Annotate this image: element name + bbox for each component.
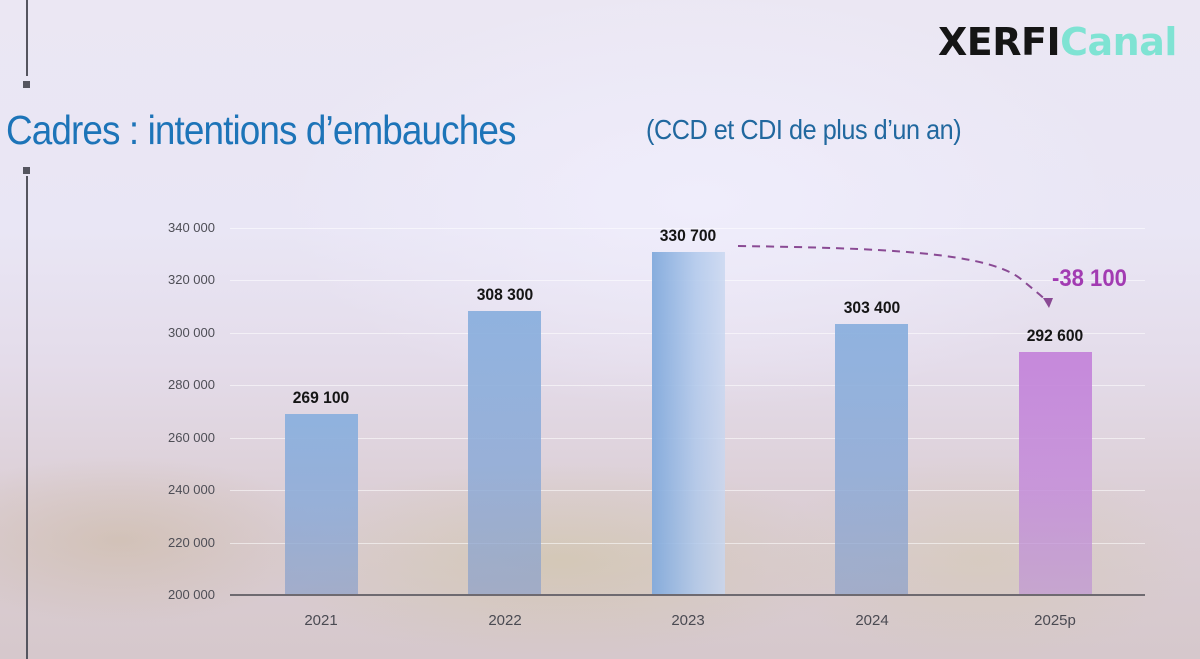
x-tick-label: 2023: [671, 612, 705, 629]
bar-2024: [835, 324, 908, 595]
bar-2022: [468, 311, 541, 595]
bar-2025p-forecast: [1019, 352, 1092, 595]
bar-value-label: 303 400: [843, 298, 901, 317]
y-tick-label: 320 000: [168, 272, 215, 287]
logo-canal: Canal: [1060, 20, 1177, 64]
rule-marker-bottom: [23, 167, 30, 174]
chart-title-subtitle: (CCD et CDI de plus d’un an): [646, 114, 962, 145]
bar-value-label: 308 300: [476, 285, 534, 304]
x-tick-label: 2022: [488, 612, 522, 629]
left-decorative-rule-bottom: [26, 176, 28, 659]
y-tick-label: 220 000: [168, 535, 215, 550]
x-tick-label: 2025p: [1034, 612, 1076, 629]
rule-marker-top: [23, 81, 30, 88]
xerfi-canal-logo: XERFICanal: [938, 20, 1177, 64]
bar-2021: [285, 414, 358, 595]
y-tick-label: 280 000: [168, 377, 215, 392]
decline-annotation-label: -38 100: [1052, 265, 1127, 292]
chart-title: Cadres : intentions d’embauches (CCD et …: [6, 102, 962, 168]
gridline-340000: [230, 228, 1145, 229]
left-decorative-rule-top: [26, 0, 28, 76]
x-tick-label: 2021: [304, 612, 338, 629]
bar-value-label: 292 600: [1026, 326, 1084, 345]
y-tick-label: 240 000: [168, 482, 215, 497]
y-tick-label: 260 000: [168, 430, 215, 445]
x-tick-label: 2024: [855, 612, 889, 629]
y-tick-label: 200 000: [168, 587, 215, 602]
x-axis-line: [230, 594, 1145, 596]
logo-xerfi: XERFI: [938, 20, 1061, 64]
bar-value-label: 269 100: [292, 388, 350, 407]
y-tick-label: 300 000: [168, 325, 215, 340]
bar-value-label: 330 700: [659, 226, 717, 245]
chart-title-main: Cadres : intentions d’embauches: [6, 107, 516, 153]
bar-2023: [652, 252, 725, 595]
y-tick-label: 340 000: [168, 220, 215, 235]
